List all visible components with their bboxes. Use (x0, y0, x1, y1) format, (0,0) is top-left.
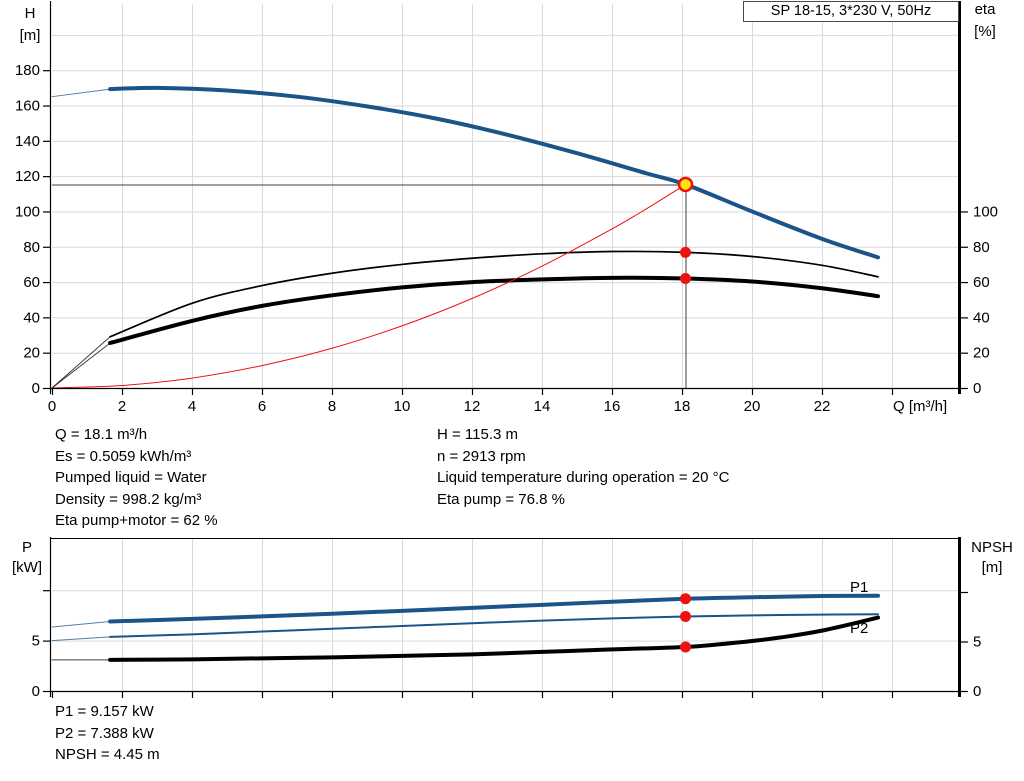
x-axis-tick-label: 2 (118, 398, 126, 415)
curve-main (108, 85, 880, 260)
curve-main (51, 183, 686, 389)
info-line-eta-pump-motor: Eta pump+motor = 62 % (55, 512, 218, 529)
axes (49, 537, 961, 697)
duty-dot-marker (680, 611, 691, 623)
left-axis-tick-label: 160 (15, 98, 40, 115)
right-axis-tick-label: 5 (973, 634, 981, 651)
x-axis-tick-label: 14 (534, 398, 551, 415)
duty-dot-marker (680, 273, 691, 285)
duty-dot-marker (680, 246, 691, 258)
info-line-es: Es = 0.5059 kWh/m³ (55, 447, 192, 465)
info-line-q: Q = 18.1 m³/h (55, 426, 148, 443)
right-axis-title: [%] (974, 23, 996, 40)
qh-chart: 0 2 4 6 8 10 12 14 16 18 20 22 Q [m³/h] 0 20 40 60 80 100 1… (15, 1, 998, 415)
p1-curve (51, 593, 880, 628)
npsh-curve (51, 615, 880, 662)
eta-pump (51, 250, 879, 389)
h-curve (51, 85, 880, 260)
right-axis-title: [m] (982, 559, 1003, 576)
x-axis-tick-label: 12 (464, 398, 481, 415)
left-axis-tick-label: 40 (23, 309, 40, 326)
curve-lead-in (51, 88, 111, 98)
right-axis-title: NPSH (971, 539, 1013, 556)
left-axis-title: H (25, 5, 36, 22)
system-curve (51, 183, 686, 389)
duty-dot-marker (680, 641, 691, 653)
right-axis-tick-label: 0 (973, 380, 981, 397)
x-axis-tick-label: 22 (814, 398, 831, 415)
info-line-temperature: Liquid temperature during operation = 20… (437, 469, 730, 486)
info-line-n: n = 2913 rpm (437, 447, 526, 465)
x-axis-tick-label: 6 (258, 398, 266, 415)
info-line-npsh: NPSH = 4.45 m (55, 746, 160, 763)
right-axis-tick-label: 100 (973, 203, 998, 220)
curve-main (109, 613, 879, 638)
x-axis-tick-label: 10 (394, 398, 411, 415)
duty-info-right: H = 115.3 m n = 2913 rpm Liquid temperat… (437, 424, 729, 510)
duty-dot-marker (680, 593, 691, 605)
curve-lead-in (51, 336, 111, 389)
series-label-p1: P1 (850, 579, 868, 596)
duty-point-marker (677, 176, 694, 193)
curve-main (109, 250, 879, 338)
axes (49, 1, 961, 394)
gridlines (52, 538, 958, 691)
x-axis-tick-label: 16 (604, 398, 621, 415)
right-axis-tick-label: 0 (973, 683, 981, 700)
left-axis-tick-label: 5 (32, 633, 40, 650)
left-axis-tick-label: 100 (15, 203, 40, 220)
right-axis-title: eta (975, 1, 997, 18)
info-line-density: Density = 998.2 kg/m³ (55, 490, 202, 508)
eta-pump-motor (51, 275, 880, 389)
x-axis-tick-label: 18 (674, 398, 691, 415)
power-info-block: P1 = 9.157 kW P2 = 7.388 kW NPSH = 4.45 … (55, 701, 160, 766)
info-line-p2: P2 = 7.388 kW (55, 724, 154, 742)
left-axis-tick-label: 180 (15, 62, 40, 79)
x-axis-tick-label: 20 (744, 398, 761, 415)
curve-main (108, 615, 880, 662)
left-axis-title: [kW] (12, 559, 42, 576)
curve-lead-in (51, 636, 111, 642)
left-axis-title: [m] (20, 27, 41, 44)
left-axis-tick-label: 120 (15, 168, 40, 185)
left-axis-title: P (22, 539, 32, 556)
x-axis-tick-label: 8 (328, 398, 336, 415)
curve-main (108, 593, 880, 624)
info-line-liquid: Pumped liquid = Water (55, 469, 207, 486)
right-axis-tick-label: 60 (973, 274, 990, 291)
x-axis-title: Q [m³/h] (893, 398, 947, 415)
left-axis-tick-label: 80 (23, 239, 40, 256)
curve-main (108, 275, 880, 345)
left-axis-tick-label: 140 (15, 133, 40, 150)
x-axis-tick-label: 4 (188, 398, 196, 415)
info-line-h: H = 115.3 m (437, 426, 519, 443)
info-line-eta-pump: Eta pump = 76.8 % (437, 490, 565, 508)
left-axis-tick-label: 20 (23, 345, 40, 362)
x-axis-tick-label: 0 (48, 398, 56, 415)
left-axis-tick-label: 0 (32, 683, 40, 700)
info-line-p1: P1 = 9.157 kW (55, 703, 154, 720)
gridlines (52, 4, 958, 388)
right-axis-tick-label: 40 (973, 309, 990, 326)
right-axis-tick-label: 80 (973, 239, 990, 256)
left-axis-tick-label: 0 (32, 380, 40, 397)
pump-model-label: SP 18-15, 3*230 V, 50Hz (770, 3, 932, 19)
curve-lead-in (51, 342, 111, 389)
p2-curve (51, 613, 879, 642)
pump-model-title-box: SP 18-15, 3*230 V, 50Hz (743, 1, 959, 22)
right-axis-tick-label: 20 (973, 345, 990, 362)
duty-info-left: Q = 18.1 m³/h Es = 0.5059 kWh/m³ Pumped … (55, 424, 218, 532)
left-axis-tick-label: 60 (23, 274, 40, 291)
curve-lead-in (51, 620, 111, 628)
